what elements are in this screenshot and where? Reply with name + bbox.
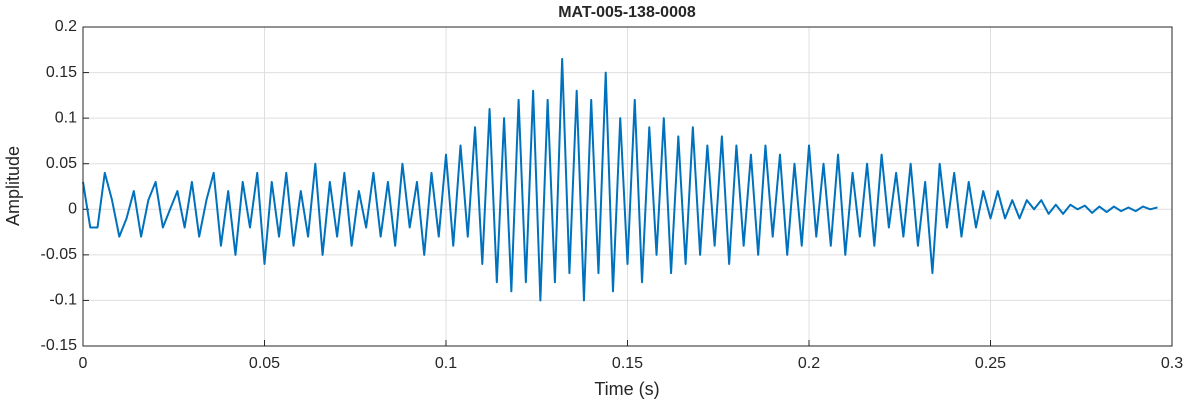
y-tick-label: -0.05 xyxy=(41,246,78,263)
x-tick-label: 0.25 xyxy=(975,355,1006,372)
x-tick-label: 0.2 xyxy=(798,355,820,372)
y-tick-label: 0.2 xyxy=(55,18,77,35)
x-tick-label: 0.3 xyxy=(1161,355,1183,372)
y-tick-label: 0.05 xyxy=(46,155,77,172)
axes-box xyxy=(82,26,1173,347)
y-tick-label: -0.15 xyxy=(41,337,78,354)
y-axis-label: Amplitude xyxy=(3,146,23,226)
x-tick-label: 0.05 xyxy=(249,355,280,372)
y-tick-label: -0.1 xyxy=(49,292,77,309)
x-tick-label: 0 xyxy=(79,355,88,372)
x-tick-label: 0.1 xyxy=(435,355,457,372)
x-axis-label: Time (s) xyxy=(594,379,659,399)
x-tick-label: 0.15 xyxy=(612,355,643,372)
chart-title: MAT-005-138-0008 xyxy=(558,4,696,21)
y-tick-label: 0.1 xyxy=(55,109,77,126)
y-tick-label: 0 xyxy=(68,201,77,218)
y-tick-label: 0.15 xyxy=(46,64,77,81)
data-line xyxy=(82,57,1158,302)
